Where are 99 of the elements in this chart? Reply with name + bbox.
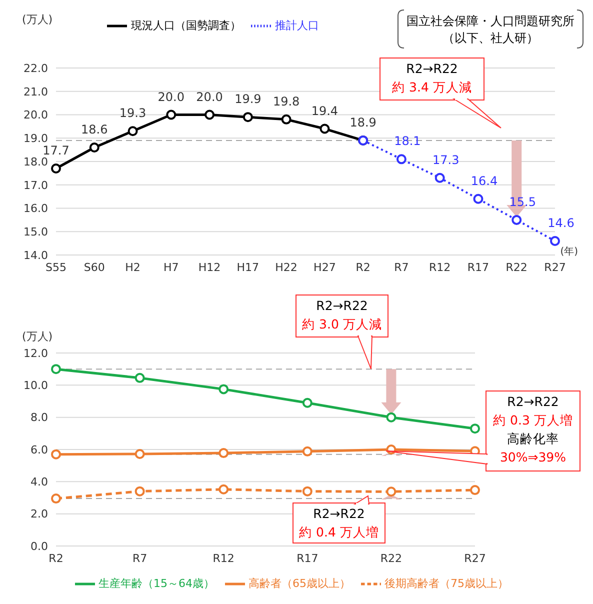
legend-label: 後期高齢者（75歳以上） [384, 577, 508, 590]
data-label: 19.8 [272, 94, 300, 108]
y-tick-label: 18.0 [24, 155, 48, 168]
point [396, 154, 406, 164]
data-label: 17.3 [432, 152, 460, 167]
x-tick-label: R17 [467, 260, 490, 274]
annotation: 約 0.4 万人増 [299, 524, 379, 540]
data-label: 18.1 [394, 134, 421, 148]
point [473, 194, 484, 204]
point [386, 486, 396, 497]
point [218, 484, 229, 494]
x-tick-label: R7 [132, 552, 148, 565]
point [242, 112, 253, 122]
point [134, 486, 145, 496]
point [302, 446, 312, 456]
y-tick-label: 22.0 [24, 62, 48, 75]
point [51, 449, 61, 460]
y-tick-label: 12.0 [24, 346, 48, 360]
y-tick-label: 19.0 [24, 132, 48, 146]
x-tick-label: H12 [198, 260, 221, 274]
x-tick-label: R17 [296, 552, 318, 565]
x-tick-label: H7 [164, 260, 179, 274]
x-tick-label: H2 [125, 260, 140, 274]
data-label: 15.5 [509, 194, 536, 209]
x-tick-label: R27 [544, 260, 566, 274]
x-tick-label: H27 [314, 260, 336, 274]
x-tick-label: R12 [429, 260, 451, 274]
point [434, 172, 445, 183]
y-tick-label: 21.0 [24, 85, 48, 98]
legend-label: 生産年齢（15～64歳） [98, 577, 214, 590]
point [51, 164, 61, 174]
x-tick-label: R27 [464, 552, 486, 565]
y-tick-label: 4.0 [30, 476, 48, 489]
y-tick-label: 10.0 [24, 379, 48, 392]
point [320, 124, 330, 134]
text: 国立社会保障・人口問題研究所 [406, 14, 574, 28]
x-tick-label: R22 [380, 552, 402, 565]
legend-label: 高齢者（65歳以上） [248, 577, 350, 590]
legend-label: 現況人口（国勢調査） [131, 19, 241, 32]
y-tick-label: 15.0 [24, 226, 48, 239]
point [204, 110, 215, 120]
data-label: 17.7 [42, 144, 70, 158]
data-label: 20.0 [158, 90, 185, 104]
point [470, 485, 480, 496]
point [166, 110, 176, 120]
point [134, 449, 145, 460]
point [302, 398, 312, 408]
x-tick-label: S60 [84, 260, 105, 274]
text: 30%⇒39% [500, 450, 566, 464]
data-label: 18.9 [350, 115, 376, 130]
x-tick-label: H22 [275, 260, 298, 274]
point [218, 384, 229, 394]
x-tick-label: R12 [212, 552, 234, 565]
data-label: 19.9 [234, 92, 262, 106]
x-tick-label: R2 [356, 260, 370, 274]
y-axis-title: (万人) [22, 12, 53, 27]
y-tick-label: 17.0 [24, 178, 48, 192]
text: 約 0.3 万人増 [493, 412, 573, 428]
x-tick-label: H17 [236, 260, 260, 274]
data-label: 19.4 [311, 104, 338, 118]
text: 約 3.0 万人減 [302, 316, 382, 332]
text: （以下、社人研） [442, 31, 538, 45]
text: R2→R22 [507, 394, 559, 409]
annotation: R2→R22 [313, 506, 365, 521]
y-tick-label: 6.0 [30, 443, 48, 456]
data-label: 19.3 [119, 106, 146, 120]
y-tick-label: 2.0 [30, 508, 48, 521]
data-label: 18.6 [81, 122, 108, 136]
point [51, 494, 61, 504]
text: 高齢化率 [507, 431, 559, 446]
data-label: 20.0 [196, 90, 223, 104]
point [550, 236, 560, 246]
x-tick-label: R7 [394, 260, 409, 274]
y-tick-label: 14.0 [24, 248, 48, 262]
point [512, 214, 522, 225]
x-tick-label: R22 [506, 260, 528, 274]
point [218, 448, 229, 458]
x-tick-label: S55 [46, 260, 66, 274]
annotation: 約 3.4 万人減 [392, 80, 472, 94]
point [89, 142, 100, 152]
x-tick-label: R2 [48, 552, 64, 565]
y-tick-label: 8.0 [30, 411, 48, 424]
point [128, 126, 138, 136]
annotation: R2→R22 [406, 61, 458, 76]
legend-label: 推計人口 [275, 19, 319, 32]
point [302, 486, 312, 496]
point [470, 424, 480, 434]
point [281, 114, 292, 124]
y-tick-label: 20.0 [24, 108, 48, 122]
x-axis-title: (年) [560, 246, 578, 258]
point [134, 372, 145, 383]
data-label: 14.6 [548, 216, 574, 230]
y-axis-title: (万人) [22, 329, 53, 344]
y-tick-label: 16.0 [24, 202, 48, 216]
y-tick-label: 0.0 [30, 540, 48, 553]
point [51, 364, 61, 374]
data-label: 16.4 [470, 174, 498, 188]
text: R2→R22 [316, 298, 368, 313]
point [386, 412, 396, 422]
